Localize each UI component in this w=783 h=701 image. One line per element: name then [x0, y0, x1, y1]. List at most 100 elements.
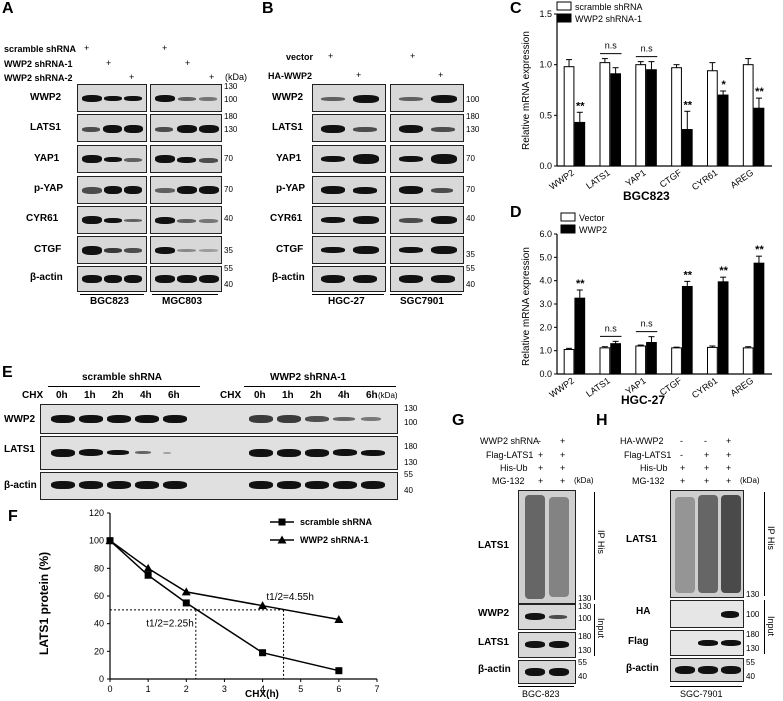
blot-b-wwp2-hgc [312, 84, 386, 112]
chart-d: 0.01.02.03.04.05.06.0**WWP2n.sLATS1n.sYA… [521, 212, 772, 407]
marker: 35 [466, 250, 475, 259]
sig-label: ** [576, 100, 585, 112]
marker: 70 [224, 154, 233, 163]
blot-a-ctgf-bgc [77, 236, 147, 264]
bar [753, 262, 765, 375]
plus-sign: + [356, 70, 362, 80]
x-tick-label: 4 [260, 684, 265, 694]
row-label: Flag [628, 636, 649, 647]
y-tick-label: 20 [94, 646, 104, 656]
row-label: β-actin [478, 664, 511, 675]
blot-g-actin [518, 660, 576, 684]
chart-c-ylabel: Relative mRNA expression [521, 31, 532, 150]
blot-h-ha [670, 600, 744, 628]
row-label: HA [636, 606, 651, 617]
cell-label: SGC7901 [400, 296, 444, 307]
row-label: β-actin [4, 480, 37, 491]
x-tick-label: WWP2 [547, 375, 576, 399]
plus-sign: + [129, 72, 135, 82]
y-tick-label: 0.0 [539, 161, 552, 171]
x-tick-label: CYR61 [690, 375, 720, 400]
marker: 40 [466, 280, 475, 289]
bar [753, 107, 765, 167]
blot-a-pyap-bgc [77, 176, 147, 204]
bar [574, 297, 586, 375]
point [259, 649, 267, 657]
point [143, 563, 153, 572]
marker: 40 [746, 672, 755, 681]
cond-label: Flag-LATS1 [624, 450, 672, 460]
side-label: IP His [596, 530, 606, 554]
row-label: WWP2 [30, 92, 62, 103]
panel-letter-d: D [510, 204, 522, 221]
y-tick-label: 0.5 [539, 110, 552, 120]
annotation: t1/2=2.25h [146, 618, 194, 629]
y-tick-label: 1.0 [539, 60, 552, 70]
annotation: t1/2=4.55h [266, 592, 314, 603]
bar [671, 67, 682, 167]
y-tick-label: 1.5 [539, 9, 552, 19]
cond-label: MG-132 [492, 476, 525, 486]
blot-e-wwp2 [40, 404, 398, 434]
panel-letter-g: G [452, 412, 465, 429]
condition-label: WWP2 shRNA-2 [4, 73, 73, 83]
kda-label: (kDa) [225, 72, 247, 82]
row-label: p-YAP [34, 183, 64, 194]
legend-marker [278, 518, 286, 526]
marker: 130 [466, 125, 480, 134]
cell-label: BGC-823 [522, 689, 560, 699]
sign: + [538, 450, 544, 460]
blot-a-lats1-mgc [150, 114, 222, 142]
sign: + [538, 463, 544, 473]
y-tick-label: 5.0 [539, 252, 552, 262]
legend-swatch [560, 212, 576, 222]
kda-label: (kDa) [378, 391, 398, 400]
x-tick-label: 2 [184, 684, 189, 694]
y-tick-label: 2.0 [539, 322, 552, 332]
marker: 130 [578, 602, 592, 611]
bar [681, 129, 693, 167]
row-label: YAP1 [276, 153, 302, 164]
blot-a-lats1-bgc [77, 114, 147, 142]
blot-b-ctgf-hgc [312, 236, 386, 264]
legend-label: scramble shRNA [300, 517, 373, 527]
sig-label: * [721, 79, 726, 91]
y-tick-label: 0 [99, 674, 104, 684]
marker: 100 [466, 95, 480, 104]
chart-c: 0.0 0.5 1.0 1.5 ** WWP2 n.s LATS1 n.s YAP1 ** CTGF *… [521, 1, 772, 203]
row-label: CYR61 [26, 213, 59, 224]
bar [563, 349, 575, 375]
blot-g-ip [518, 490, 576, 604]
x-tick-label: WWP2 [547, 167, 576, 191]
bar [563, 66, 575, 167]
row-label: YAP1 [34, 153, 60, 164]
legend-swatch [560, 224, 576, 234]
legend-label: WWP2 shRNA-1 [300, 535, 369, 545]
marker: 130 [404, 458, 418, 467]
blot-a-yap1-bgc [77, 145, 147, 173]
row-label: β-actin [272, 272, 305, 283]
x-tick-label: 0 [107, 684, 112, 694]
cond-label: scramble shRNA [82, 372, 163, 383]
plus-sign: + [410, 51, 416, 61]
marker: 130 [224, 125, 238, 134]
condition-label: WWP2 shRNA-1 [4, 59, 73, 69]
marker: 100 [404, 418, 418, 427]
marker: 130 [404, 404, 418, 413]
time-label: 1h [282, 390, 294, 401]
panel-letter-e: E [2, 364, 13, 381]
blot-b-cyr61-sgc [390, 206, 464, 234]
marker: 55 [404, 470, 413, 479]
bar [707, 70, 718, 167]
chart-d-ylabel: Relative mRNA expression [521, 247, 532, 366]
time-label: 1h [84, 390, 96, 401]
sign: + [704, 476, 710, 486]
sign: + [560, 450, 566, 460]
bar [717, 94, 729, 167]
point [105, 536, 115, 545]
bar [574, 121, 586, 167]
marker: 55 [224, 264, 233, 273]
marker: 180 [466, 112, 480, 121]
sign: - [704, 436, 707, 446]
marker: 130 [746, 644, 760, 653]
